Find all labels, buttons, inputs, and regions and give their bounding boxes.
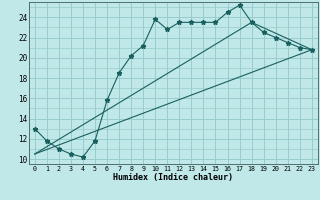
X-axis label: Humidex (Indice chaleur): Humidex (Indice chaleur): [113, 173, 233, 182]
